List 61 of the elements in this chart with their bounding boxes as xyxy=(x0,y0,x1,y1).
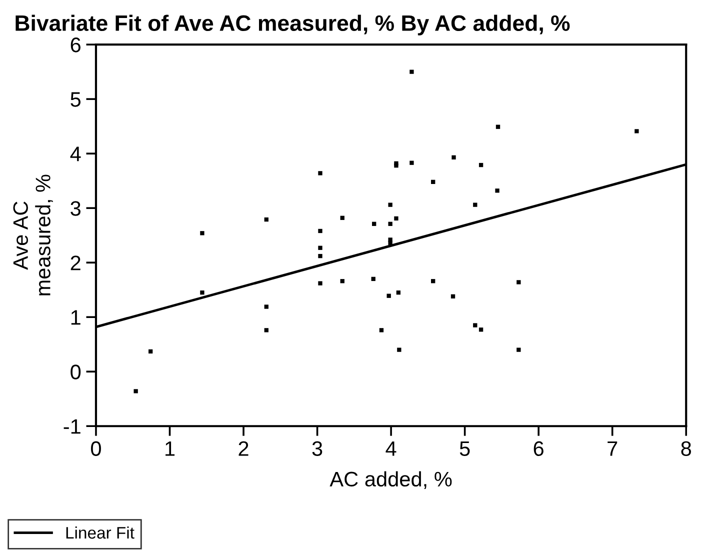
x-tick-label: 3 xyxy=(312,441,322,456)
point xyxy=(431,180,436,184)
chart-title: Bivariate Fit of Ave AC measured, % By AC added, % xyxy=(16,14,570,36)
point xyxy=(379,328,384,332)
point xyxy=(386,294,391,298)
point xyxy=(410,160,414,165)
y-tick-label: 0 xyxy=(70,364,81,380)
point xyxy=(148,349,153,354)
point xyxy=(397,348,402,352)
y-tick-label: 3 xyxy=(70,201,80,216)
x-tick-label: 6 xyxy=(534,441,544,456)
point xyxy=(340,216,344,220)
point xyxy=(394,163,398,168)
x-tick-label: 2 xyxy=(238,441,248,456)
point xyxy=(318,228,322,234)
point xyxy=(388,240,392,246)
point xyxy=(634,129,639,134)
point xyxy=(473,202,478,207)
point xyxy=(394,216,398,221)
point xyxy=(318,254,322,258)
point xyxy=(318,171,322,176)
point xyxy=(450,294,456,298)
point xyxy=(200,231,204,236)
y-tick-label: 1 xyxy=(71,310,80,325)
point xyxy=(496,124,500,129)
y-tick-label: 5 xyxy=(70,92,81,107)
point xyxy=(134,389,138,394)
x-tick-label: 8 xyxy=(681,441,692,456)
legend-label: Linear Fit xyxy=(66,526,134,539)
point xyxy=(478,328,484,332)
x-tick-label: 7 xyxy=(608,441,618,456)
point xyxy=(410,70,414,74)
x-axis-title: AC added, % xyxy=(330,471,452,489)
y-tick-label: -1 xyxy=(64,419,80,434)
x-tick-label: 4 xyxy=(386,441,396,456)
point xyxy=(318,281,322,286)
point xyxy=(388,222,392,226)
point xyxy=(478,162,484,168)
y-tick-label: 6 xyxy=(70,38,80,52)
point xyxy=(318,246,322,250)
point xyxy=(396,290,401,295)
point xyxy=(372,222,376,226)
point xyxy=(200,290,204,295)
point xyxy=(371,276,376,282)
x-tick-label: 5 xyxy=(460,441,470,456)
point xyxy=(431,279,436,284)
x-tick-label: 1 xyxy=(166,441,175,456)
y-tick-label: 4 xyxy=(70,146,81,162)
point xyxy=(452,155,456,160)
point xyxy=(473,323,478,328)
point xyxy=(495,188,500,193)
point xyxy=(264,328,268,332)
point xyxy=(388,202,392,207)
y-tick-label: 2 xyxy=(70,256,80,270)
y-axis-title: Ave AC measured, % xyxy=(13,174,53,296)
point xyxy=(264,217,268,222)
point xyxy=(516,280,521,284)
x-tick-label: 0 xyxy=(91,441,101,456)
point xyxy=(340,279,344,284)
point xyxy=(264,304,268,309)
point xyxy=(516,348,521,352)
